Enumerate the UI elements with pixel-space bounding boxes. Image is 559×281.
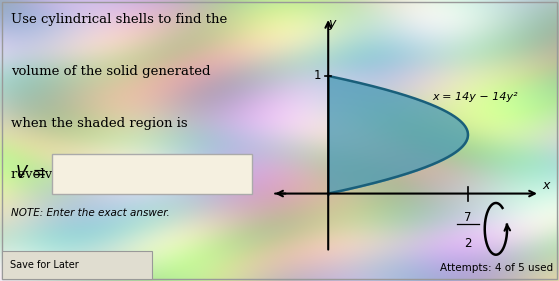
Text: volume of the solid generated: volume of the solid generated (11, 65, 210, 78)
Text: revolved about the indicated axis.: revolved about the indicated axis. (11, 169, 238, 182)
FancyBboxPatch shape (52, 154, 253, 194)
Bar (2, 251, 152, 279)
Text: NOTE: Enter the exact answer.: NOTE: Enter the exact answer. (11, 208, 169, 218)
Text: x = 14y − 14y²: x = 14y − 14y² (432, 92, 518, 102)
Text: y: y (329, 17, 336, 30)
Text: Use cylindrical shells to find the: Use cylindrical shells to find the (11, 13, 227, 26)
Text: 1: 1 (314, 69, 321, 82)
Text: 7: 7 (464, 211, 472, 224)
Text: Save for Later: Save for Later (10, 260, 79, 270)
Text: V =: V = (16, 164, 46, 182)
Text: 2: 2 (464, 237, 472, 250)
Text: when the shaded region is: when the shaded region is (11, 117, 187, 130)
Text: Attempts: 4 of 5 used: Attempts: 4 of 5 used (440, 263, 553, 273)
Text: x: x (542, 179, 549, 192)
